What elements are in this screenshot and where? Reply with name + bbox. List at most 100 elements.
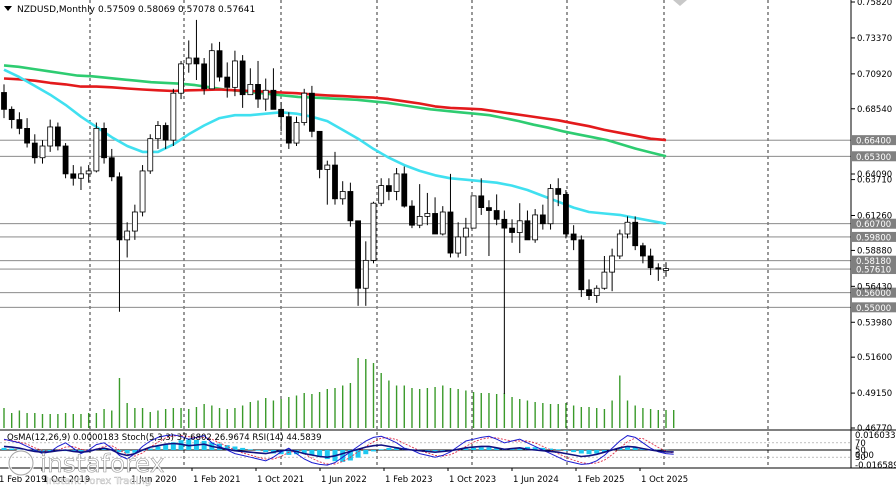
- candle-bull: [532, 214, 539, 241]
- candle-bull: [516, 220, 523, 233]
- candle-bear: [640, 245, 646, 257]
- candle-bear: [655, 267, 662, 270]
- candle-bull: [424, 213, 431, 217]
- osma-bar: [440, 450, 446, 451]
- level-label: 0.66400: [856, 137, 891, 147]
- price-tick-label: 0.70920: [857, 70, 892, 80]
- dropdown-triangle-icon[interactable]: [4, 6, 12, 11]
- candle-bear: [478, 195, 485, 208]
- osma-bar: [524, 446, 530, 450]
- level-label-box: [852, 264, 896, 275]
- price-tick-label: 0.53980: [857, 318, 892, 328]
- candle-bull: [85, 170, 92, 175]
- instaforex-logo-ring-icon: [8, 450, 34, 476]
- candle-bull: [232, 60, 238, 88]
- level-label: 0.60700: [856, 220, 891, 230]
- candle-bear: [524, 220, 531, 241]
- price-tick-label: 0.49150: [857, 389, 892, 399]
- osma-bar: [178, 440, 184, 450]
- candle-bear: [316, 130, 323, 170]
- osma-bar: [625, 447, 631, 450]
- candle-bear: [255, 84, 261, 100]
- candle-bull: [131, 211, 138, 232]
- osma-bar: [540, 447, 546, 450]
- candle-bull: [178, 63, 184, 94]
- level-label-box: [852, 255, 896, 266]
- osma-bar: [478, 447, 484, 450]
- time-tick-label: 1 Feb 2025: [577, 475, 625, 485]
- chart-title: NZDUSD,Monthly: [17, 5, 96, 15]
- candle-bull: [208, 50, 215, 90]
- osma-bar: [594, 450, 600, 454]
- level-label-box: [852, 135, 896, 146]
- level-label: 0.55000: [856, 304, 891, 314]
- osma-bar: [124, 450, 130, 454]
- osma-bar: [632, 447, 638, 450]
- level-label: 0.57610: [856, 266, 891, 276]
- osma-bar: [9, 448, 15, 450]
- level-label: 0.59800: [856, 233, 891, 243]
- volume-bars: [3, 358, 675, 428]
- osma-bar: [170, 442, 176, 450]
- candle-bull: [663, 268, 669, 271]
- candle-bear: [401, 173, 408, 207]
- candle-bull: [393, 173, 400, 192]
- shift-marker-icon[interactable]: [673, 0, 687, 6]
- osma-bar: [263, 450, 269, 453]
- indicator-tick-label: 70: [855, 439, 866, 449]
- ma-green-line: [3, 64, 667, 158]
- candle-bull: [339, 191, 346, 200]
- candle-bear: [54, 126, 61, 147]
- time-tick-label: 1 Oct 2021: [257, 475, 304, 485]
- candle-bull: [370, 202, 377, 261]
- osma-bar: [386, 447, 392, 450]
- candle-bear: [108, 157, 115, 178]
- candle-bull: [439, 211, 446, 235]
- candle-bull: [470, 195, 477, 229]
- candle-bear: [509, 227, 515, 233]
- time-tick-label: 1 Feb 2021: [193, 475, 241, 485]
- candle-bear: [62, 145, 69, 175]
- candle-bear: [1, 92, 7, 110]
- indicator-tick-label: 0.0160332: [855, 431, 896, 441]
- candle-bear: [285, 116, 292, 144]
- osma-bar: [363, 450, 369, 455]
- osma-bar: [463, 448, 469, 450]
- candle-bear: [409, 205, 415, 226]
- stoch-signal-line: [3, 435, 674, 465]
- price-tick-label: 0.68540: [857, 105, 892, 115]
- ma-cyan-line: [3, 68, 667, 225]
- candle-bear: [355, 220, 361, 289]
- osma-bar: [78, 450, 84, 452]
- level-label: 0.56000: [856, 289, 891, 299]
- osma-bar: [247, 449, 253, 450]
- candle-bull: [593, 287, 600, 296]
- candle-bear: [555, 188, 562, 195]
- chart-header: NZDUSD,Monthly 0.57509 0.58069 0.57078 0…: [4, 0, 687, 15]
- watermark-tagline: Instant Forex Trading: [46, 476, 151, 487]
- time-tick-label: 1 Oct 2023: [449, 475, 496, 485]
- watermark: instaforex Instant Forex Trading: [7, 449, 165, 487]
- candle-bear: [447, 211, 454, 254]
- level-label-box: [852, 218, 896, 229]
- time-tick-label: 1 Jun 2024: [513, 475, 559, 485]
- osma-bar: [347, 450, 353, 461]
- osma-bar: [494, 447, 500, 450]
- ohlc-low: 0.57078: [178, 5, 215, 15]
- indicator-tick-label: -0.0165898: [855, 461, 896, 471]
- time-tick-label: 1 Feb 2023: [385, 475, 433, 485]
- candles: [1, 19, 669, 394]
- osma-bar: [486, 447, 492, 450]
- level-label-box: [852, 287, 896, 298]
- price-tick-label: 0.46770: [857, 424, 892, 434]
- candle-bear: [309, 92, 315, 132]
- osma-bar: [617, 447, 623, 450]
- candle-bear: [239, 60, 246, 96]
- osma-bar: [132, 450, 138, 453]
- candle-bull: [124, 230, 131, 241]
- candle-bear: [486, 207, 492, 211]
- indicator-tick-label: 30: [855, 453, 866, 463]
- horizontal-levels: 0.66400 0.65300 0.60700 0.59800 0.581800.576…: [0, 135, 896, 314]
